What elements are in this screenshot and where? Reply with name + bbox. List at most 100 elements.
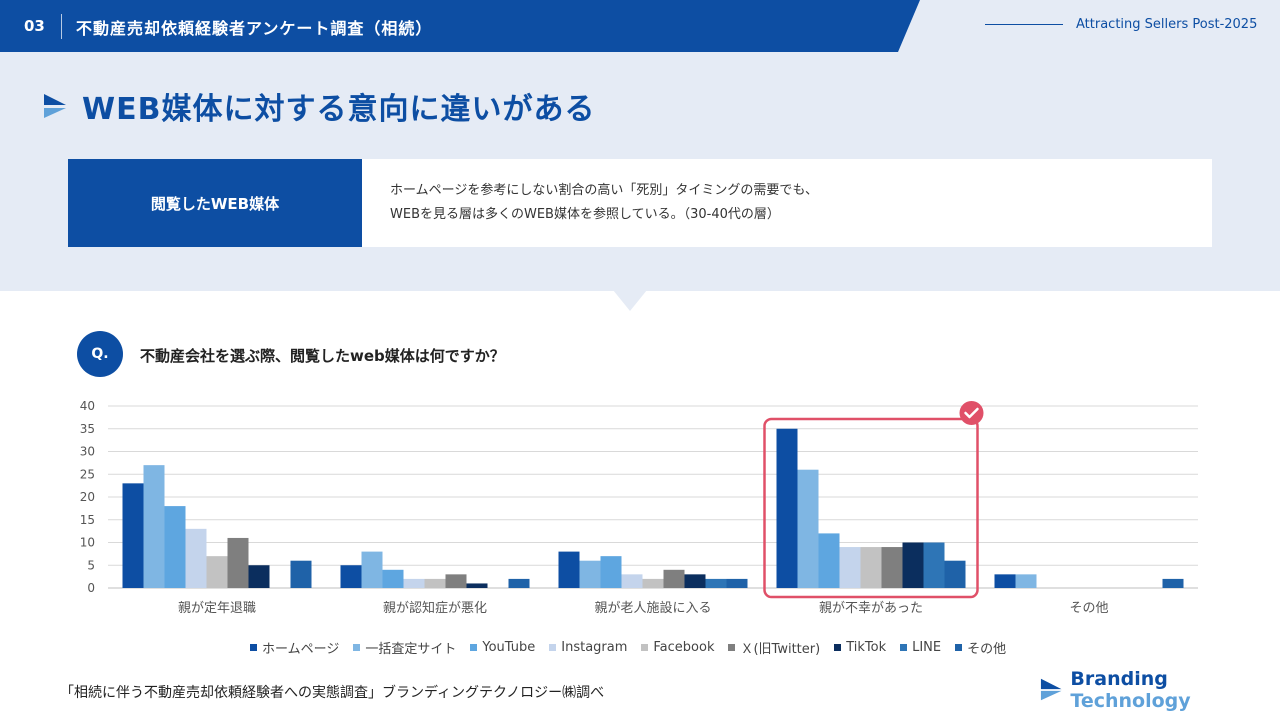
legend-item: ホームページ bbox=[250, 638, 339, 657]
bar bbox=[122, 483, 144, 588]
x-tick-label: 親が認知症が悪化 bbox=[383, 600, 487, 616]
y-tick-label: 15 bbox=[80, 513, 95, 527]
y-tick-label: 30 bbox=[80, 445, 95, 459]
x-tick-label: 親が老人施設に入る bbox=[594, 600, 711, 616]
bar bbox=[227, 537, 249, 588]
y-tick-label: 20 bbox=[80, 490, 95, 504]
logo-text: Branding Technology bbox=[1070, 668, 1280, 712]
bar bbox=[558, 551, 580, 588]
legend-item: その他 bbox=[955, 638, 1006, 657]
bar bbox=[185, 528, 207, 588]
y-tick-label: 25 bbox=[80, 467, 95, 481]
legend-label: ホームページ bbox=[262, 642, 340, 657]
legend-item: TikTok bbox=[834, 638, 886, 657]
question-badge: Q. bbox=[77, 331, 123, 377]
y-tick-label: 35 bbox=[80, 422, 95, 436]
bar bbox=[600, 556, 622, 588]
check-icon bbox=[964, 407, 979, 419]
bar bbox=[466, 583, 488, 588]
bar bbox=[290, 560, 312, 588]
bar bbox=[818, 533, 840, 588]
company-logo: Branding Technology bbox=[1040, 668, 1280, 712]
legend-label: YouTube bbox=[482, 640, 536, 655]
bar bbox=[1162, 578, 1184, 588]
page-heading: WEB媒体に対する意向に違いがある bbox=[82, 92, 596, 127]
legend-label: TikTok bbox=[846, 640, 887, 655]
legend-swatch bbox=[641, 644, 649, 651]
summary-line-1: ホームページを参考にしない割合の高い「死別」タイミングの需要でも、 bbox=[390, 183, 818, 198]
x-tick-label: 親が不幸があった bbox=[819, 601, 923, 616]
bar bbox=[621, 574, 643, 588]
bar bbox=[382, 569, 404, 588]
bar bbox=[206, 556, 228, 588]
legend-label: LINE bbox=[912, 640, 942, 655]
bar bbox=[902, 542, 924, 588]
header-divider bbox=[61, 14, 62, 39]
legend-swatch bbox=[955, 644, 963, 651]
bar bbox=[797, 469, 819, 588]
y-tick-label: 5 bbox=[87, 558, 95, 572]
logo-word-2: Technology bbox=[1070, 690, 1191, 712]
bar-chart: 0 5 10 15 20 25 30 35 40 親が定年退職 親が認知症が悪化 親が老人施設に入る 親… bbox=[80, 399, 1198, 616]
tagline-rule bbox=[985, 24, 1063, 25]
bar bbox=[248, 565, 270, 588]
legend-item: YouTube bbox=[470, 638, 535, 657]
bar bbox=[579, 560, 601, 588]
legend-label: Facebook bbox=[653, 640, 715, 655]
slide-number: 03 bbox=[24, 17, 45, 35]
bar bbox=[164, 506, 186, 588]
legend-swatch bbox=[470, 644, 478, 651]
bar bbox=[1015, 574, 1037, 588]
legend-item: Facebook bbox=[641, 638, 714, 657]
y-tick-label: 0 bbox=[87, 581, 95, 595]
check-badge bbox=[959, 401, 984, 425]
bar bbox=[361, 551, 383, 588]
x-tick-label: その他 bbox=[1069, 601, 1108, 616]
bar bbox=[684, 574, 706, 588]
source-note: 「相続に伴う不動産売却依頼経験者への実態調査」ブランディングテクノロジー㈱調べ bbox=[60, 685, 605, 701]
tagline: Attracting Sellers Post-2025 bbox=[1076, 17, 1258, 32]
bar bbox=[143, 465, 165, 588]
y-tick-label: 40 bbox=[80, 399, 95, 413]
x-tick-label: 親が定年退職 bbox=[178, 601, 256, 616]
bar bbox=[860, 547, 882, 588]
logo-word-1: Branding bbox=[1070, 668, 1168, 690]
bar bbox=[663, 569, 685, 588]
logo-flag-icon bbox=[1040, 678, 1062, 701]
bar bbox=[642, 578, 664, 588]
legend-swatch bbox=[549, 644, 557, 651]
bar bbox=[944, 560, 966, 588]
question-text: 不動産会社を選ぶ際、閲覧したweb媒体は何ですか？ bbox=[140, 347, 505, 365]
bar bbox=[508, 578, 530, 588]
legend-swatch bbox=[834, 644, 842, 651]
legend-swatch bbox=[728, 644, 736, 651]
legend-label: Instagram bbox=[561, 640, 628, 655]
bar bbox=[881, 547, 903, 588]
bar bbox=[424, 578, 446, 588]
legend-swatch bbox=[353, 644, 361, 651]
summary-box: ホームページを参考にしない割合の高い「死別」タイミングの需要でも、 WEBを見る… bbox=[362, 159, 1212, 247]
header-bar bbox=[0, 0, 920, 52]
arrow-flag-icon bbox=[44, 94, 66, 118]
bar bbox=[923, 542, 945, 588]
highlight-box bbox=[763, 417, 979, 599]
bar bbox=[340, 565, 362, 588]
legend-swatch bbox=[250, 644, 257, 651]
legend-item: 一括査定サイト bbox=[353, 638, 456, 657]
bar bbox=[705, 578, 727, 588]
legend-label: Ｘ(旧Twitter) bbox=[740, 642, 821, 657]
chart-legend: ホームページ 一括査定サイト YouTube Instagram Facebook Ｘ(旧… bbox=[250, 638, 1006, 657]
legend-label: その他 bbox=[967, 642, 1007, 657]
summary-label: 閲覧したWEB媒体 bbox=[68, 159, 362, 247]
legend-label: 一括査定サイト bbox=[365, 642, 457, 657]
bar bbox=[839, 547, 861, 588]
bar bbox=[994, 574, 1016, 588]
bar bbox=[726, 578, 748, 588]
section-pointer bbox=[613, 290, 647, 311]
bar bbox=[445, 574, 467, 588]
legend-item: LINE bbox=[900, 638, 941, 657]
legend-item: Instagram bbox=[549, 638, 627, 657]
y-tick-label: 10 bbox=[80, 536, 95, 550]
bar bbox=[403, 578, 425, 588]
legend-item: Ｘ(旧Twitter) bbox=[728, 638, 820, 657]
